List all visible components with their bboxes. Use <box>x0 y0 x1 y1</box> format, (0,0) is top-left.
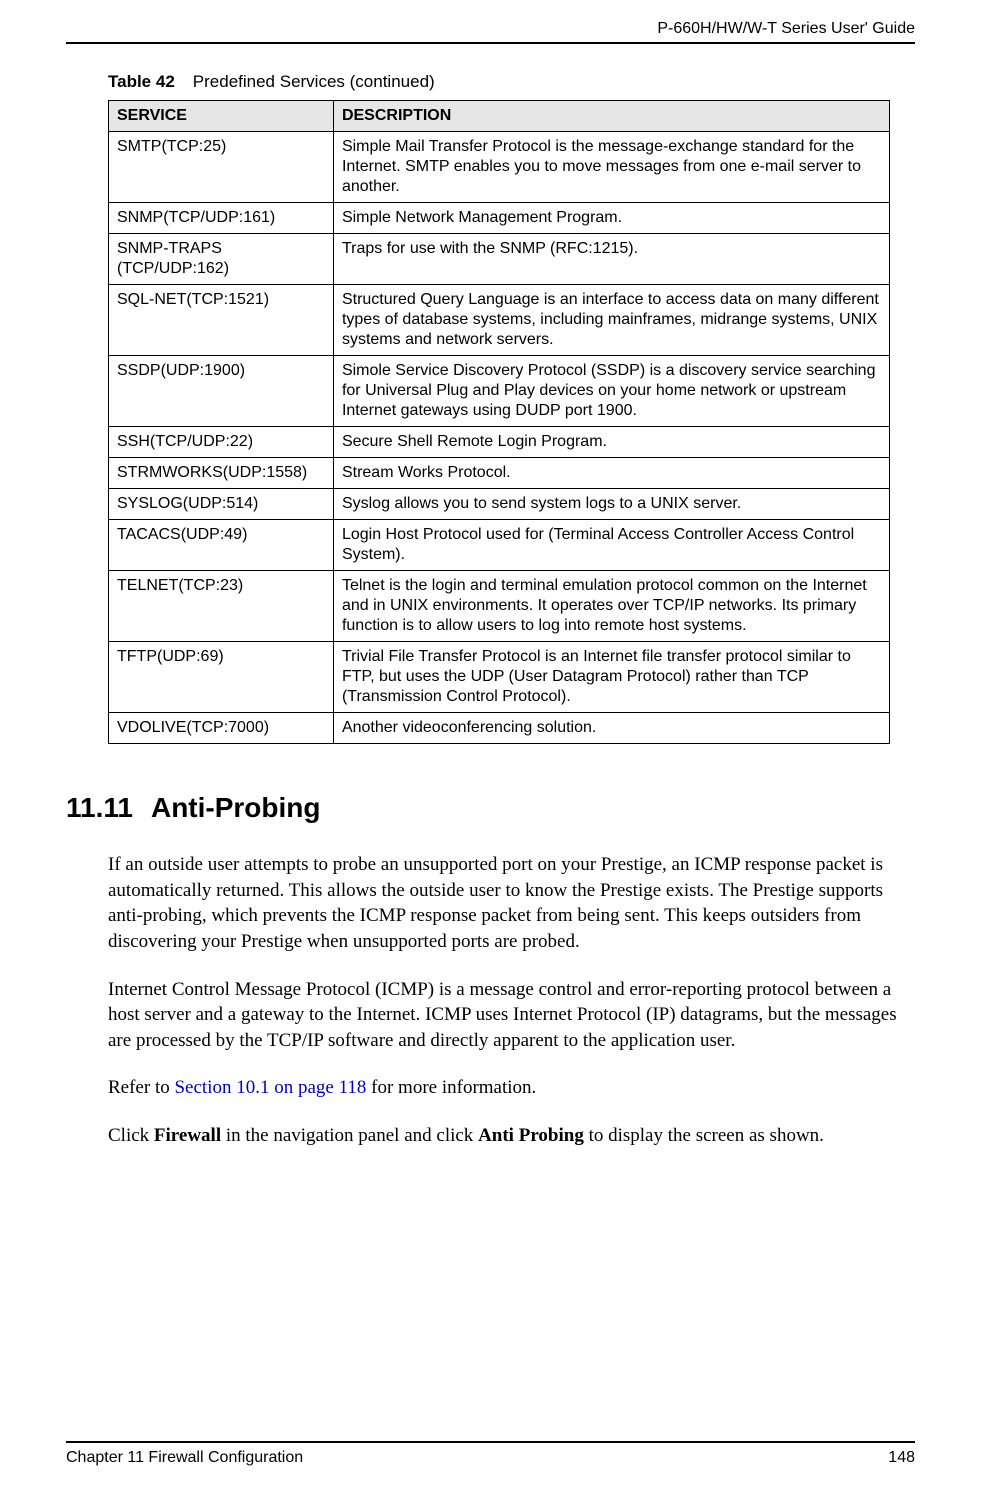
table-row: SMTP(TCP:25) Simple Mail Transfer Protoc… <box>109 132 890 203</box>
table-row: SNMP-TRAPS (TCP/UDP:162) Traps for use w… <box>109 234 890 285</box>
cell-description: Simple Network Management Program. <box>333 203 889 234</box>
text-run: in the navigation panel and click <box>221 1125 478 1146</box>
paragraph: Internet Control Message Protocol (ICMP)… <box>108 977 915 1054</box>
table-row: TELNET(TCP:23) Telnet is the login and t… <box>109 571 890 642</box>
page: P-660H/HW/W-T Series User' Guide Table 4… <box>0 0 981 1503</box>
section-heading: 11.11 Anti-Probing <box>66 792 915 824</box>
table-row: SSDP(UDP:1900) Simole Service Discovery … <box>109 356 890 427</box>
table-row: TFTP(UDP:69) Trivial File Transfer Proto… <box>109 642 890 713</box>
cell-service: SYSLOG(UDP:514) <box>109 489 334 520</box>
table-caption-text: Predefined Services (continued) <box>193 72 435 91</box>
col-header-description: DESCRIPTION <box>333 101 889 132</box>
cell-description: Stream Works Protocol. <box>333 458 889 489</box>
table-row: SYSLOG(UDP:514) Syslog allows you to sen… <box>109 489 890 520</box>
text-run: to display the screen as shown. <box>584 1125 824 1146</box>
cell-service: SMTP(TCP:25) <box>109 132 334 203</box>
table-row: SNMP(TCP/UDP:161) Simple Network Managem… <box>109 203 890 234</box>
section-title: Anti-Probing <box>151 792 321 823</box>
ui-term: Anti Probing <box>478 1125 584 1146</box>
page-footer: Chapter 11 Firewall Configuration 148 <box>66 1441 915 1467</box>
cell-description: Login Host Protocol used for (Terminal A… <box>333 520 889 571</box>
cell-description: Structured Query Language is an interfac… <box>333 285 889 356</box>
cell-description: Syslog allows you to send system logs to… <box>333 489 889 520</box>
chapter-label: Chapter 11 Firewall Configuration <box>66 1449 303 1467</box>
cell-service: SQL-NET(TCP:1521) <box>109 285 334 356</box>
cell-description: Trivial File Transfer Protocol is an Int… <box>333 642 889 713</box>
page-content: Table 42Predefined Services (continued) … <box>66 60 915 1171</box>
guide-title: P-660H/HW/W-T Series User' Guide <box>66 20 915 38</box>
table-row: STRMWORKS(UDP:1558) Stream Works Protoco… <box>109 458 890 489</box>
page-number: 148 <box>888 1449 915 1467</box>
cell-service: TELNET(TCP:23) <box>109 571 334 642</box>
text-run: Click <box>108 1125 154 1146</box>
cell-service: SNMP(TCP/UDP:161) <box>109 203 334 234</box>
section-number: 11.11 <box>66 792 133 824</box>
text-run: Refer to <box>108 1077 174 1098</box>
paragraph: If an outside user attempts to probe an … <box>108 852 915 955</box>
cell-description: Simole Service Discovery Protocol (SSDP)… <box>333 356 889 427</box>
table-row: TACACS(UDP:49) Login Host Protocol used … <box>109 520 890 571</box>
cell-service: SSDP(UDP:1900) <box>109 356 334 427</box>
section-body: If an outside user attempts to probe an … <box>108 852 915 1149</box>
services-table: SERVICE DESCRIPTION SMTP(TCP:25) Simple … <box>108 100 890 744</box>
cell-service: STRMWORKS(UDP:1558) <box>109 458 334 489</box>
cell-description: Another videoconferencing solution. <box>333 713 889 744</box>
table-header-row: SERVICE DESCRIPTION <box>109 101 890 132</box>
cross-reference-link[interactable]: Section 10.1 on page 118 <box>174 1077 366 1098</box>
text-run: for more information. <box>366 1077 536 1098</box>
cell-service: SNMP-TRAPS (TCP/UDP:162) <box>109 234 334 285</box>
page-header: P-660H/HW/W-T Series User' Guide <box>66 20 915 44</box>
paragraph: Refer to Section 10.1 on page 118 for mo… <box>108 1075 915 1101</box>
cell-service: VDOLIVE(TCP:7000) <box>109 713 334 744</box>
cell-service: SSH(TCP/UDP:22) <box>109 427 334 458</box>
table-row: SQL-NET(TCP:1521) Structured Query Langu… <box>109 285 890 356</box>
cell-service: TFTP(UDP:69) <box>109 642 334 713</box>
cell-description: Traps for use with the SNMP (RFC:1215). <box>333 234 889 285</box>
cell-description: Secure Shell Remote Login Program. <box>333 427 889 458</box>
table-caption: Table 42 Predefined Services (continued) <box>108 72 915 92</box>
ui-term: Firewall <box>154 1125 221 1146</box>
paragraph: Click Firewall in the navigation panel a… <box>108 1123 915 1149</box>
table-row: SSH(TCP/UDP:22) Secure Shell Remote Logi… <box>109 427 890 458</box>
table-row: VDOLIVE(TCP:7000) Another videoconferenc… <box>109 713 890 744</box>
cell-service: TACACS(UDP:49) <box>109 520 334 571</box>
cell-description: Simple Mail Transfer Protocol is the mes… <box>333 132 889 203</box>
table-caption-label: Table 42 <box>108 72 175 91</box>
cell-description: Telnet is the login and terminal emulati… <box>333 571 889 642</box>
col-header-service: SERVICE <box>109 101 334 132</box>
